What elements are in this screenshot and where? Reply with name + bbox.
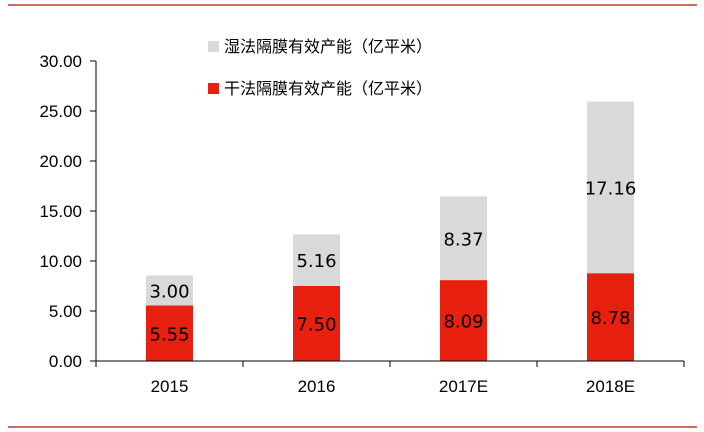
y-tick-label: 15.00 xyxy=(39,202,82,221)
data-label: 7.50 xyxy=(296,315,336,336)
data-label: 8.09 xyxy=(443,312,483,333)
y-tick-label: 0.00 xyxy=(49,352,82,371)
bar-segment xyxy=(440,196,487,281)
y-tick-label: 10.00 xyxy=(39,252,82,271)
x-tick-label: 2015 xyxy=(151,377,189,396)
x-tick-label: 2017E xyxy=(439,377,488,396)
y-tick-label: 25.00 xyxy=(39,102,82,121)
bar-segment xyxy=(587,101,634,274)
x-axis: 2015 2016 2017E 2018E xyxy=(95,360,685,396)
bar-segment xyxy=(293,234,340,286)
y-axis: 0.00 5.00 10.00 15.00 20.00 25.00 30.00 xyxy=(39,52,97,371)
data-label: 5.55 xyxy=(149,324,189,345)
bars: 5.55 3.00 7.50 5.16 8.09 8.37 8.78 17.16 xyxy=(146,101,637,361)
y-tick-label: 20.00 xyxy=(39,152,82,171)
legend: 湿法隔膜有效产能（亿平米） 干法隔膜有效产能（亿平米） xyxy=(208,37,432,98)
bar-segment xyxy=(146,305,193,361)
data-label: 3.00 xyxy=(149,282,189,303)
y-tick-label: 5.00 xyxy=(49,302,82,321)
bar-segment xyxy=(293,286,340,361)
data-label: 17.16 xyxy=(585,178,637,199)
legend-label: 干法隔膜有效产能（亿平米） xyxy=(224,79,432,98)
data-label: 5.16 xyxy=(296,251,336,272)
bar-segment xyxy=(587,273,634,361)
data-label: 8.78 xyxy=(590,308,630,329)
legend-label: 湿法隔膜有效产能（亿平米） xyxy=(224,37,432,56)
legend-swatch xyxy=(208,83,219,94)
data-label: 8.37 xyxy=(443,229,483,250)
x-tick-label: 2018E xyxy=(586,377,635,396)
x-tick-label: 2016 xyxy=(298,377,336,396)
y-tick-label: 30.00 xyxy=(39,52,82,71)
bar-segment xyxy=(440,280,487,361)
legend-swatch xyxy=(208,41,219,52)
bar-segment xyxy=(146,275,193,306)
